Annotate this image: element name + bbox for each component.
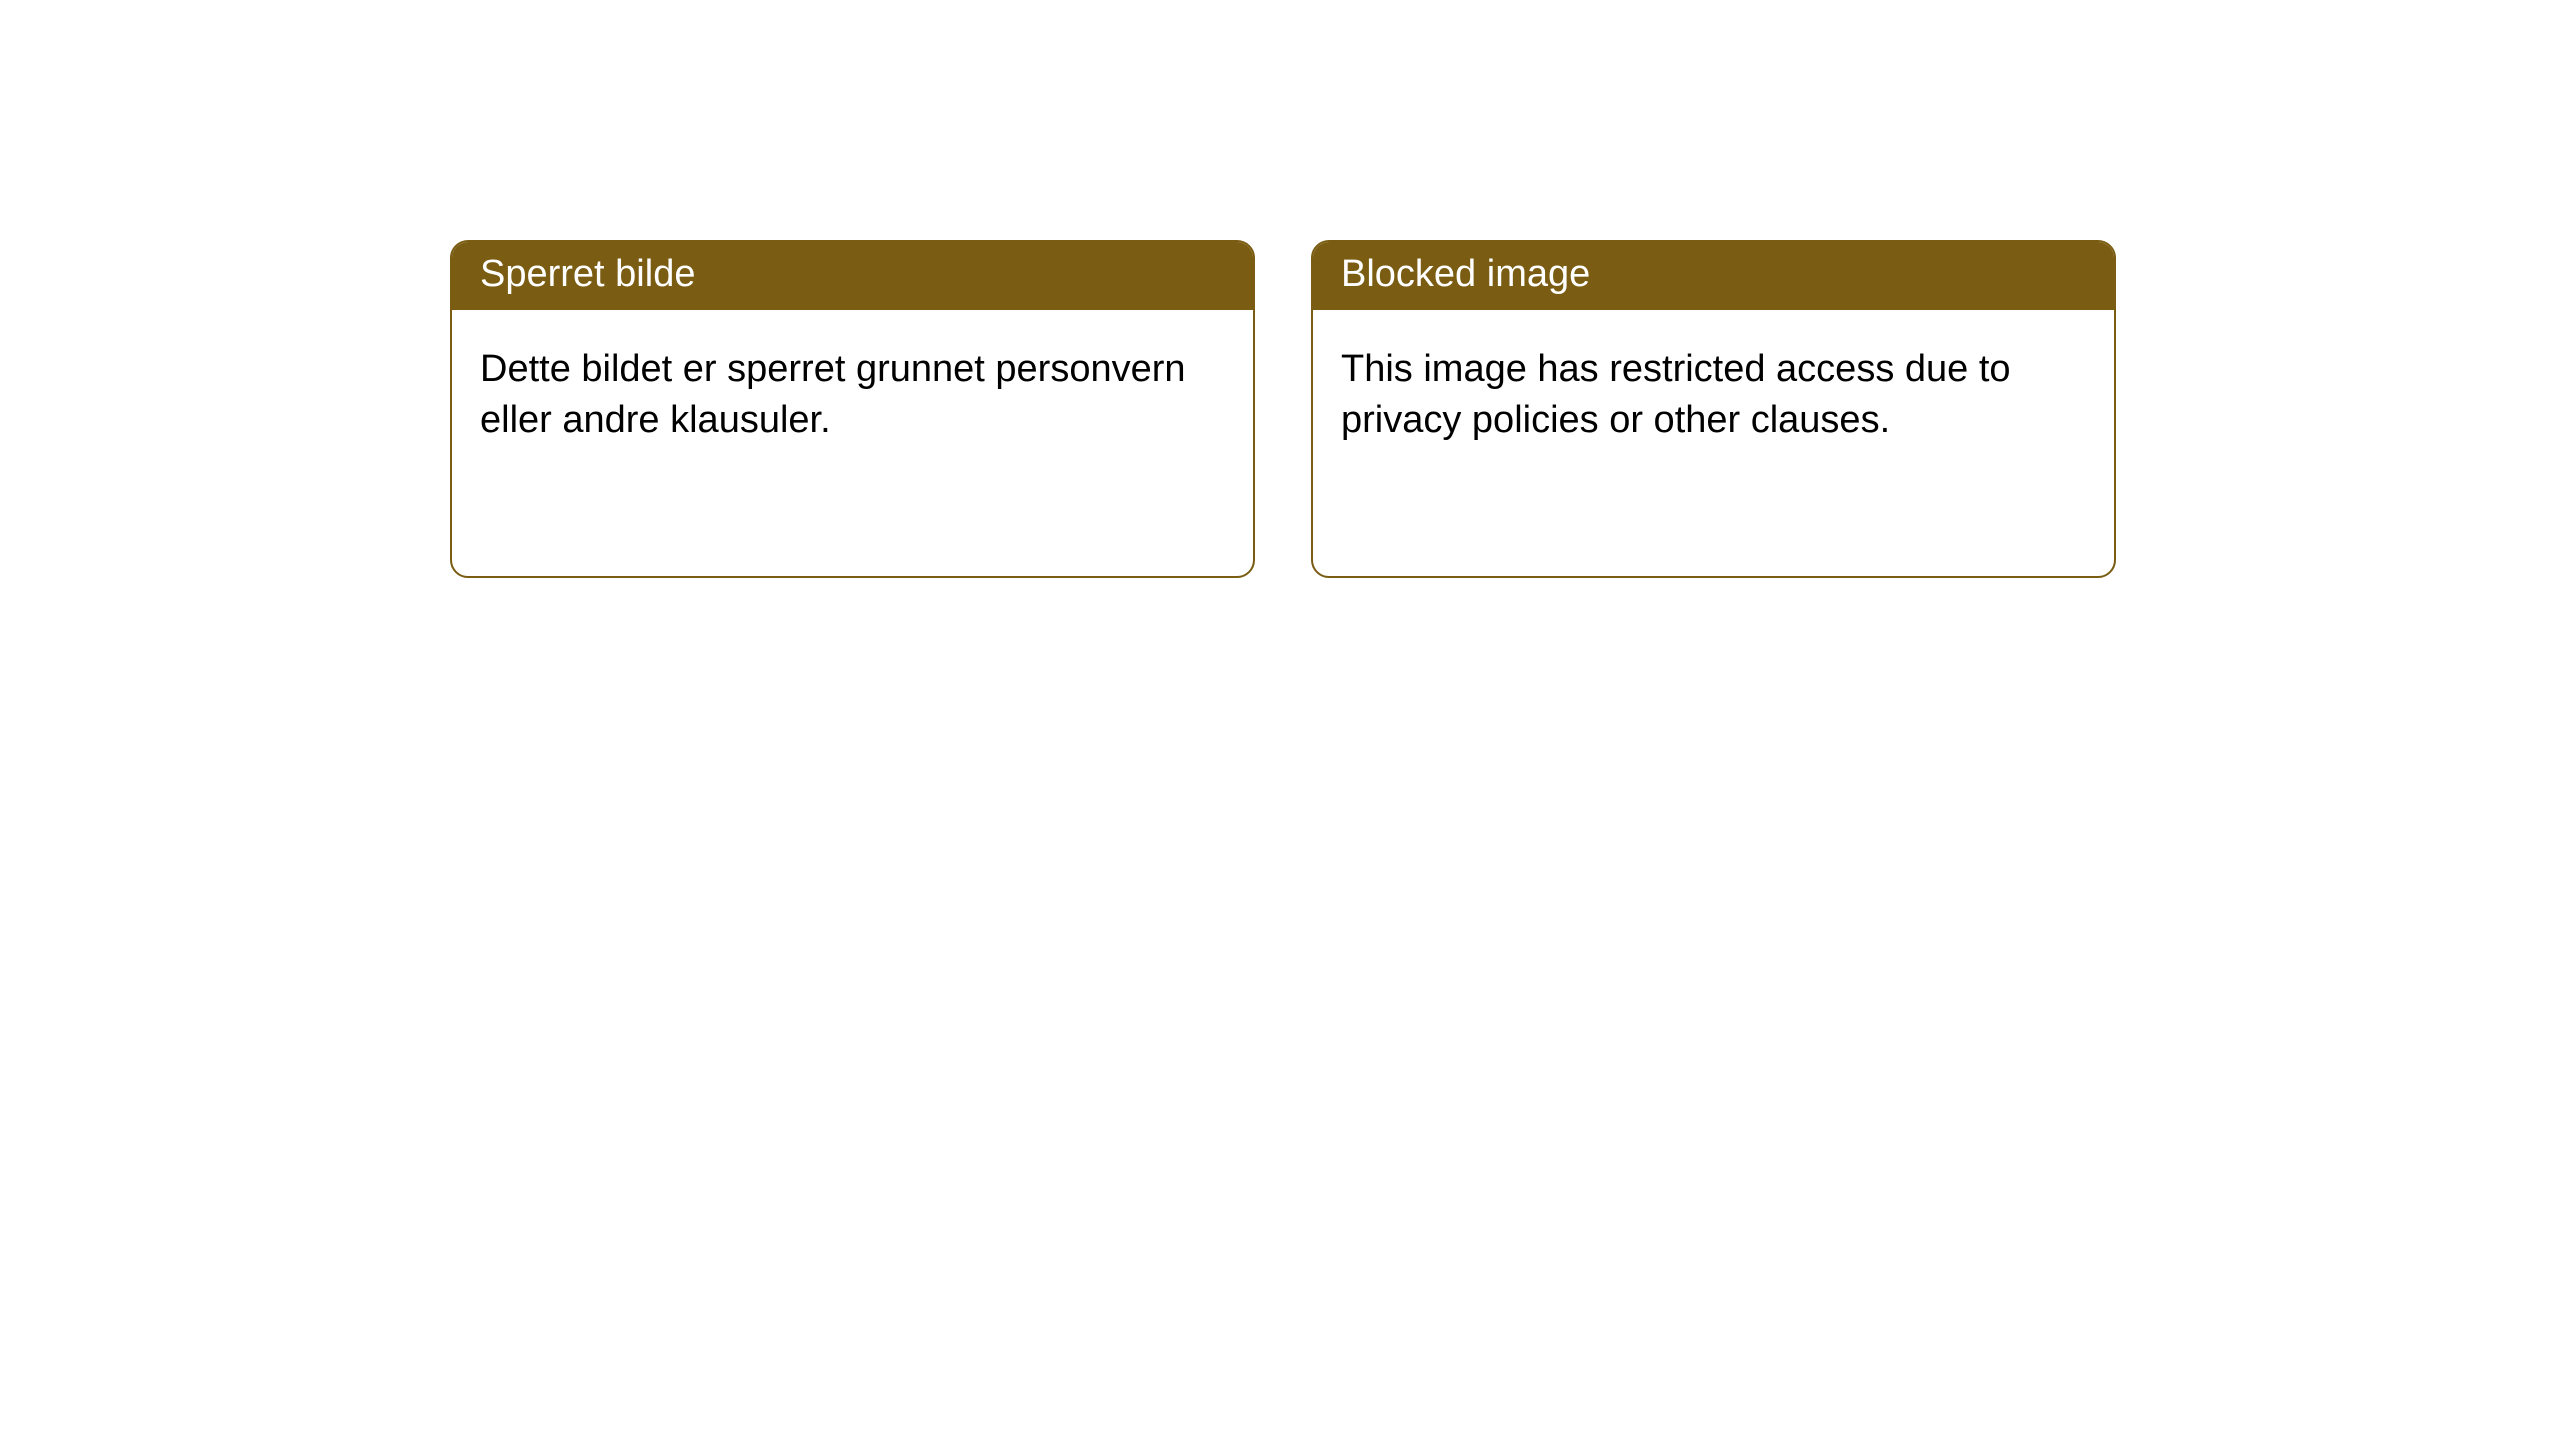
notice-card-norwegian: Sperret bilde Dette bildet er sperret gr… xyxy=(450,240,1255,578)
notice-container: Sperret bilde Dette bildet er sperret gr… xyxy=(0,0,2560,578)
notice-body: Dette bildet er sperret grunnet personve… xyxy=(452,310,1253,481)
notice-title: Blocked image xyxy=(1341,253,1590,295)
notice-body: This image has restricted access due to … xyxy=(1313,310,2114,481)
notice-header: Sperret bilde xyxy=(452,242,1253,310)
notice-header: Blocked image xyxy=(1313,242,2114,310)
notice-text: This image has restricted access due to … xyxy=(1341,348,2011,441)
notice-card-english: Blocked image This image has restricted … xyxy=(1311,240,2116,578)
notice-title: Sperret bilde xyxy=(480,253,695,295)
notice-text: Dette bildet er sperret grunnet personve… xyxy=(480,348,1186,441)
